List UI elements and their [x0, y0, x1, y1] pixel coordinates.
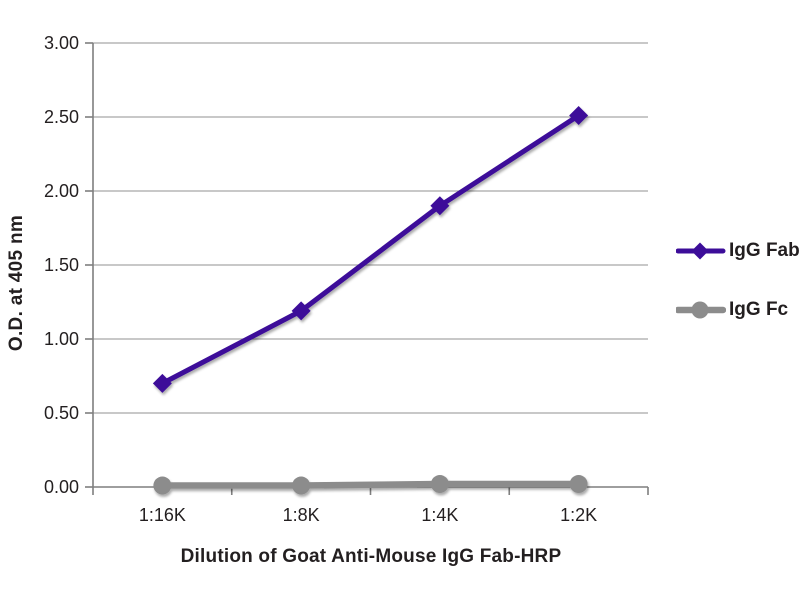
y-tick-label: 3.00 [44, 33, 79, 53]
y-tick-label: 0.00 [44, 477, 79, 497]
data-point-diamond [430, 196, 450, 216]
series-igg-fc [153, 475, 588, 495]
x-tick-label: 1:4K [421, 505, 458, 525]
series-igg-fab [152, 106, 589, 393]
data-point-diamond [569, 106, 589, 126]
series-line [159, 113, 582, 386]
x-tick-label: 1:8K [283, 505, 320, 525]
data-point-circle [569, 475, 588, 494]
y-tick-label: 0.50 [44, 403, 79, 423]
data-point-circle [292, 476, 311, 495]
y-tick-label: 2.00 [44, 181, 79, 201]
data-point-diamond [152, 373, 172, 393]
y-tick-label: 1.50 [44, 255, 79, 275]
data-point-circle [153, 476, 172, 495]
y-axis-title: O.D. at 405 nm [6, 214, 27, 352]
y-tick-label: 1.00 [44, 329, 79, 349]
series-line [159, 480, 582, 489]
x-tick-label: 1:16K [139, 505, 186, 525]
x-axis-title: Dilution of Goat Anti-Mouse IgG Fab-HRP [180, 546, 562, 567]
data-point-circle [430, 475, 449, 494]
data-point-diamond [291, 301, 311, 321]
y-tick-label: 2.50 [44, 107, 79, 127]
x-tick-label: 1:2K [560, 505, 597, 525]
